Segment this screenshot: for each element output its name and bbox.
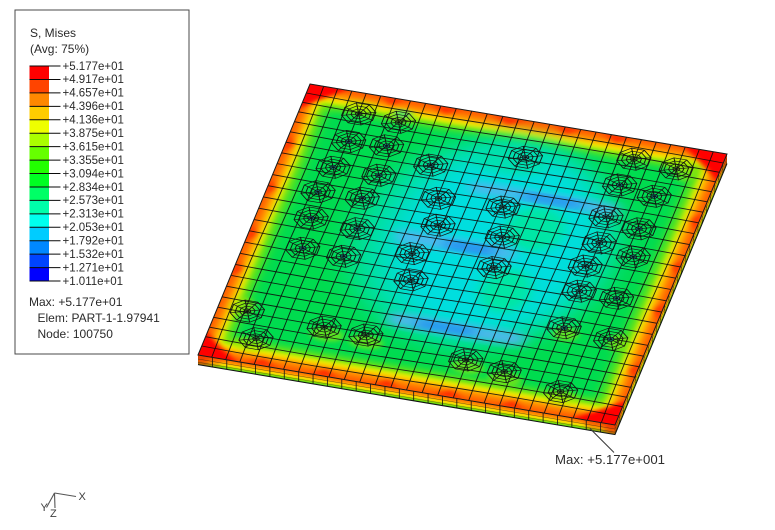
svg-text:+4.917e+01: +4.917e+01 [63,74,124,86]
svg-text:+2.053e+01: +2.053e+01 [63,222,124,234]
svg-text:+1.011e+01: +1.011e+01 [63,276,124,288]
svg-text:+2.313e+01: +2.313e+01 [63,209,124,221]
svg-text:Max: +5.177e+01: Max: +5.177e+01 [29,295,123,309]
svg-text:(Avg: 75%): (Avg: 75%) [30,42,89,56]
svg-text:Y: Y [41,502,49,514]
svg-text:+4.396e+01: +4.396e+01 [63,101,124,113]
svg-text:+3.615e+01: +3.615e+01 [63,141,124,153]
svg-text:+3.094e+01: +3.094e+01 [63,168,124,180]
svg-text:+1.532e+01: +1.532e+01 [63,249,124,261]
svg-text:+2.573e+01: +2.573e+01 [63,195,124,207]
svg-text:Max: +5.177e+001: Max: +5.177e+001 [555,452,665,467]
svg-text:+2.834e+01: +2.834e+01 [63,182,124,194]
svg-text:+4.657e+01: +4.657e+01 [63,88,124,100]
svg-text:+1.271e+01: +1.271e+01 [63,262,124,274]
svg-text:X: X [79,491,87,503]
svg-text:S, Mises: S, Mises [30,26,76,40]
svg-text:Elem: PART-1-1.97941: Elem: PART-1-1.97941 [38,311,161,325]
svg-text:Node: 100750: Node: 100750 [38,327,114,341]
svg-text:+4.136e+01: +4.136e+01 [63,115,124,127]
svg-text:+3.355e+01: +3.355e+01 [63,155,124,167]
svg-text:+1.792e+01: +1.792e+01 [63,236,124,248]
svg-text:+3.875e+01: +3.875e+01 [63,128,124,140]
svg-text:Z: Z [50,508,57,520]
svg-text:+5.177e+01: +5.177e+01 [63,61,124,73]
